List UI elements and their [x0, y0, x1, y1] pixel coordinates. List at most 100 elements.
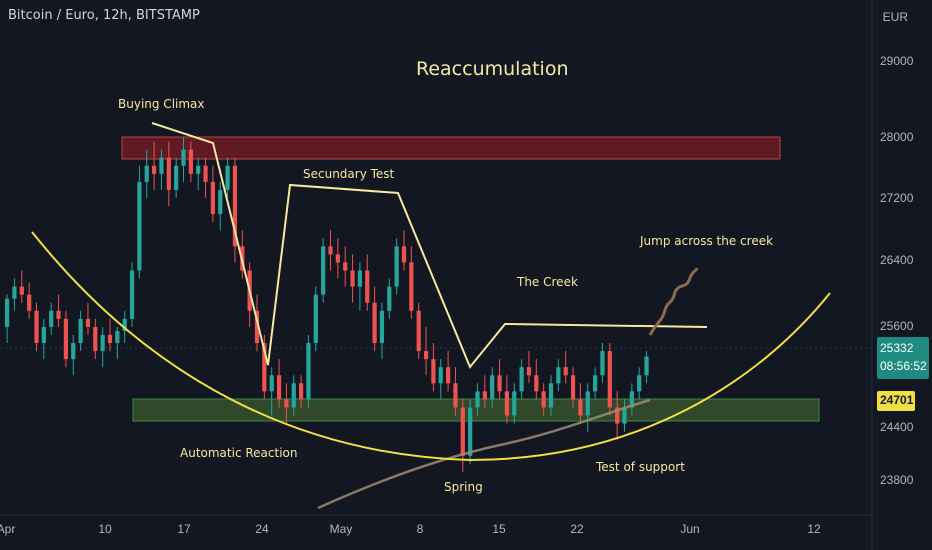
candle [578, 383, 583, 424]
resistance-zone [121, 136, 781, 160]
candle-body [129, 270, 135, 319]
candle-body [541, 391, 546, 408]
candle-body [284, 399, 289, 408]
x-tick: 10 [98, 522, 112, 536]
annotation-buying-climax: Buying Climax [118, 97, 205, 111]
candle [416, 302, 421, 360]
candle [607, 343, 612, 416]
candle [600, 343, 605, 384]
candle [644, 351, 649, 384]
candle-body [41, 326, 46, 344]
candle [372, 286, 377, 352]
candle [196, 157, 201, 190]
candle-body [644, 356, 649, 376]
candle [519, 359, 524, 400]
candle [203, 157, 208, 198]
candle-body [269, 375, 274, 392]
candle [269, 367, 274, 416]
candle [100, 326, 105, 368]
candle-body [593, 375, 598, 392]
candle-body [526, 367, 532, 376]
candle [622, 399, 627, 432]
candle-body [181, 149, 186, 166]
candle [629, 383, 634, 416]
candle-body [328, 246, 333, 255]
x-tick: 24 [255, 522, 269, 536]
moving-average-line [317, 398, 651, 510]
candle-body [115, 330, 120, 344]
candle [174, 157, 179, 198]
candle-body [446, 367, 451, 384]
candle [78, 310, 83, 352]
candle [232, 157, 238, 263]
candle-body [321, 246, 326, 295]
candle-body [431, 359, 436, 384]
candle-body [85, 318, 91, 327]
candle [49, 302, 54, 335]
candle [56, 294, 61, 327]
candle-body [556, 367, 561, 384]
candle [431, 343, 436, 392]
candle [548, 375, 554, 416]
chart-title: Reaccumulation [416, 58, 569, 80]
x-tick: Apr [0, 522, 16, 536]
annotation-jump: Jump across the creek [640, 234, 774, 248]
candle-body [497, 375, 502, 392]
candle-body [159, 157, 164, 174]
candle [12, 278, 17, 311]
candle-body [387, 286, 392, 311]
candle-body [218, 189, 223, 215]
candle-body [203, 165, 208, 182]
candle [438, 359, 443, 400]
x-tick: 17 [177, 522, 191, 536]
candle-body [629, 391, 634, 408]
candle-body [438, 367, 443, 384]
candle-body [19, 286, 24, 295]
x-tick: Jun [680, 522, 700, 536]
candle [276, 359, 282, 408]
candle [5, 294, 10, 344]
candle [129, 262, 135, 327]
candle [85, 302, 91, 335]
jump-projection [648, 267, 699, 336]
support-price-badge: 24701 [877, 391, 915, 411]
candle-body [350, 270, 355, 287]
candle [468, 399, 473, 464]
candle-body [276, 375, 282, 400]
candle [63, 310, 68, 368]
candle [335, 238, 340, 279]
candle-body [615, 407, 620, 424]
annotation-test-of-support: Test of support [596, 460, 685, 474]
candle [490, 367, 495, 408]
candle-body [401, 246, 407, 263]
candle [365, 254, 370, 311]
candle-body [291, 383, 296, 408]
candle [27, 282, 32, 319]
candle [107, 318, 113, 352]
y-tick: 23800 [880, 473, 914, 487]
candle [409, 246, 414, 319]
candle [210, 165, 215, 223]
candle-body [460, 407, 465, 456]
candle [93, 318, 98, 360]
candle-body [534, 375, 539, 392]
candle-body [93, 326, 98, 352]
candle-body [343, 262, 348, 271]
candle-body [313, 294, 318, 344]
candle-body [56, 310, 61, 319]
y-tick: 28000 [880, 130, 914, 144]
candle-body [409, 262, 414, 311]
candle-body [306, 343, 311, 400]
y-tick: 29000 [880, 54, 914, 68]
candle-body [578, 399, 583, 416]
candle [188, 141, 193, 182]
candle-body [122, 318, 127, 331]
candle-body [394, 246, 399, 287]
candle-body [196, 165, 201, 174]
candle [321, 238, 326, 303]
current-price: 25332 [880, 341, 914, 355]
candle-body [174, 165, 179, 190]
candle-body [519, 367, 524, 392]
candle [475, 383, 480, 416]
candle-body [78, 318, 83, 344]
